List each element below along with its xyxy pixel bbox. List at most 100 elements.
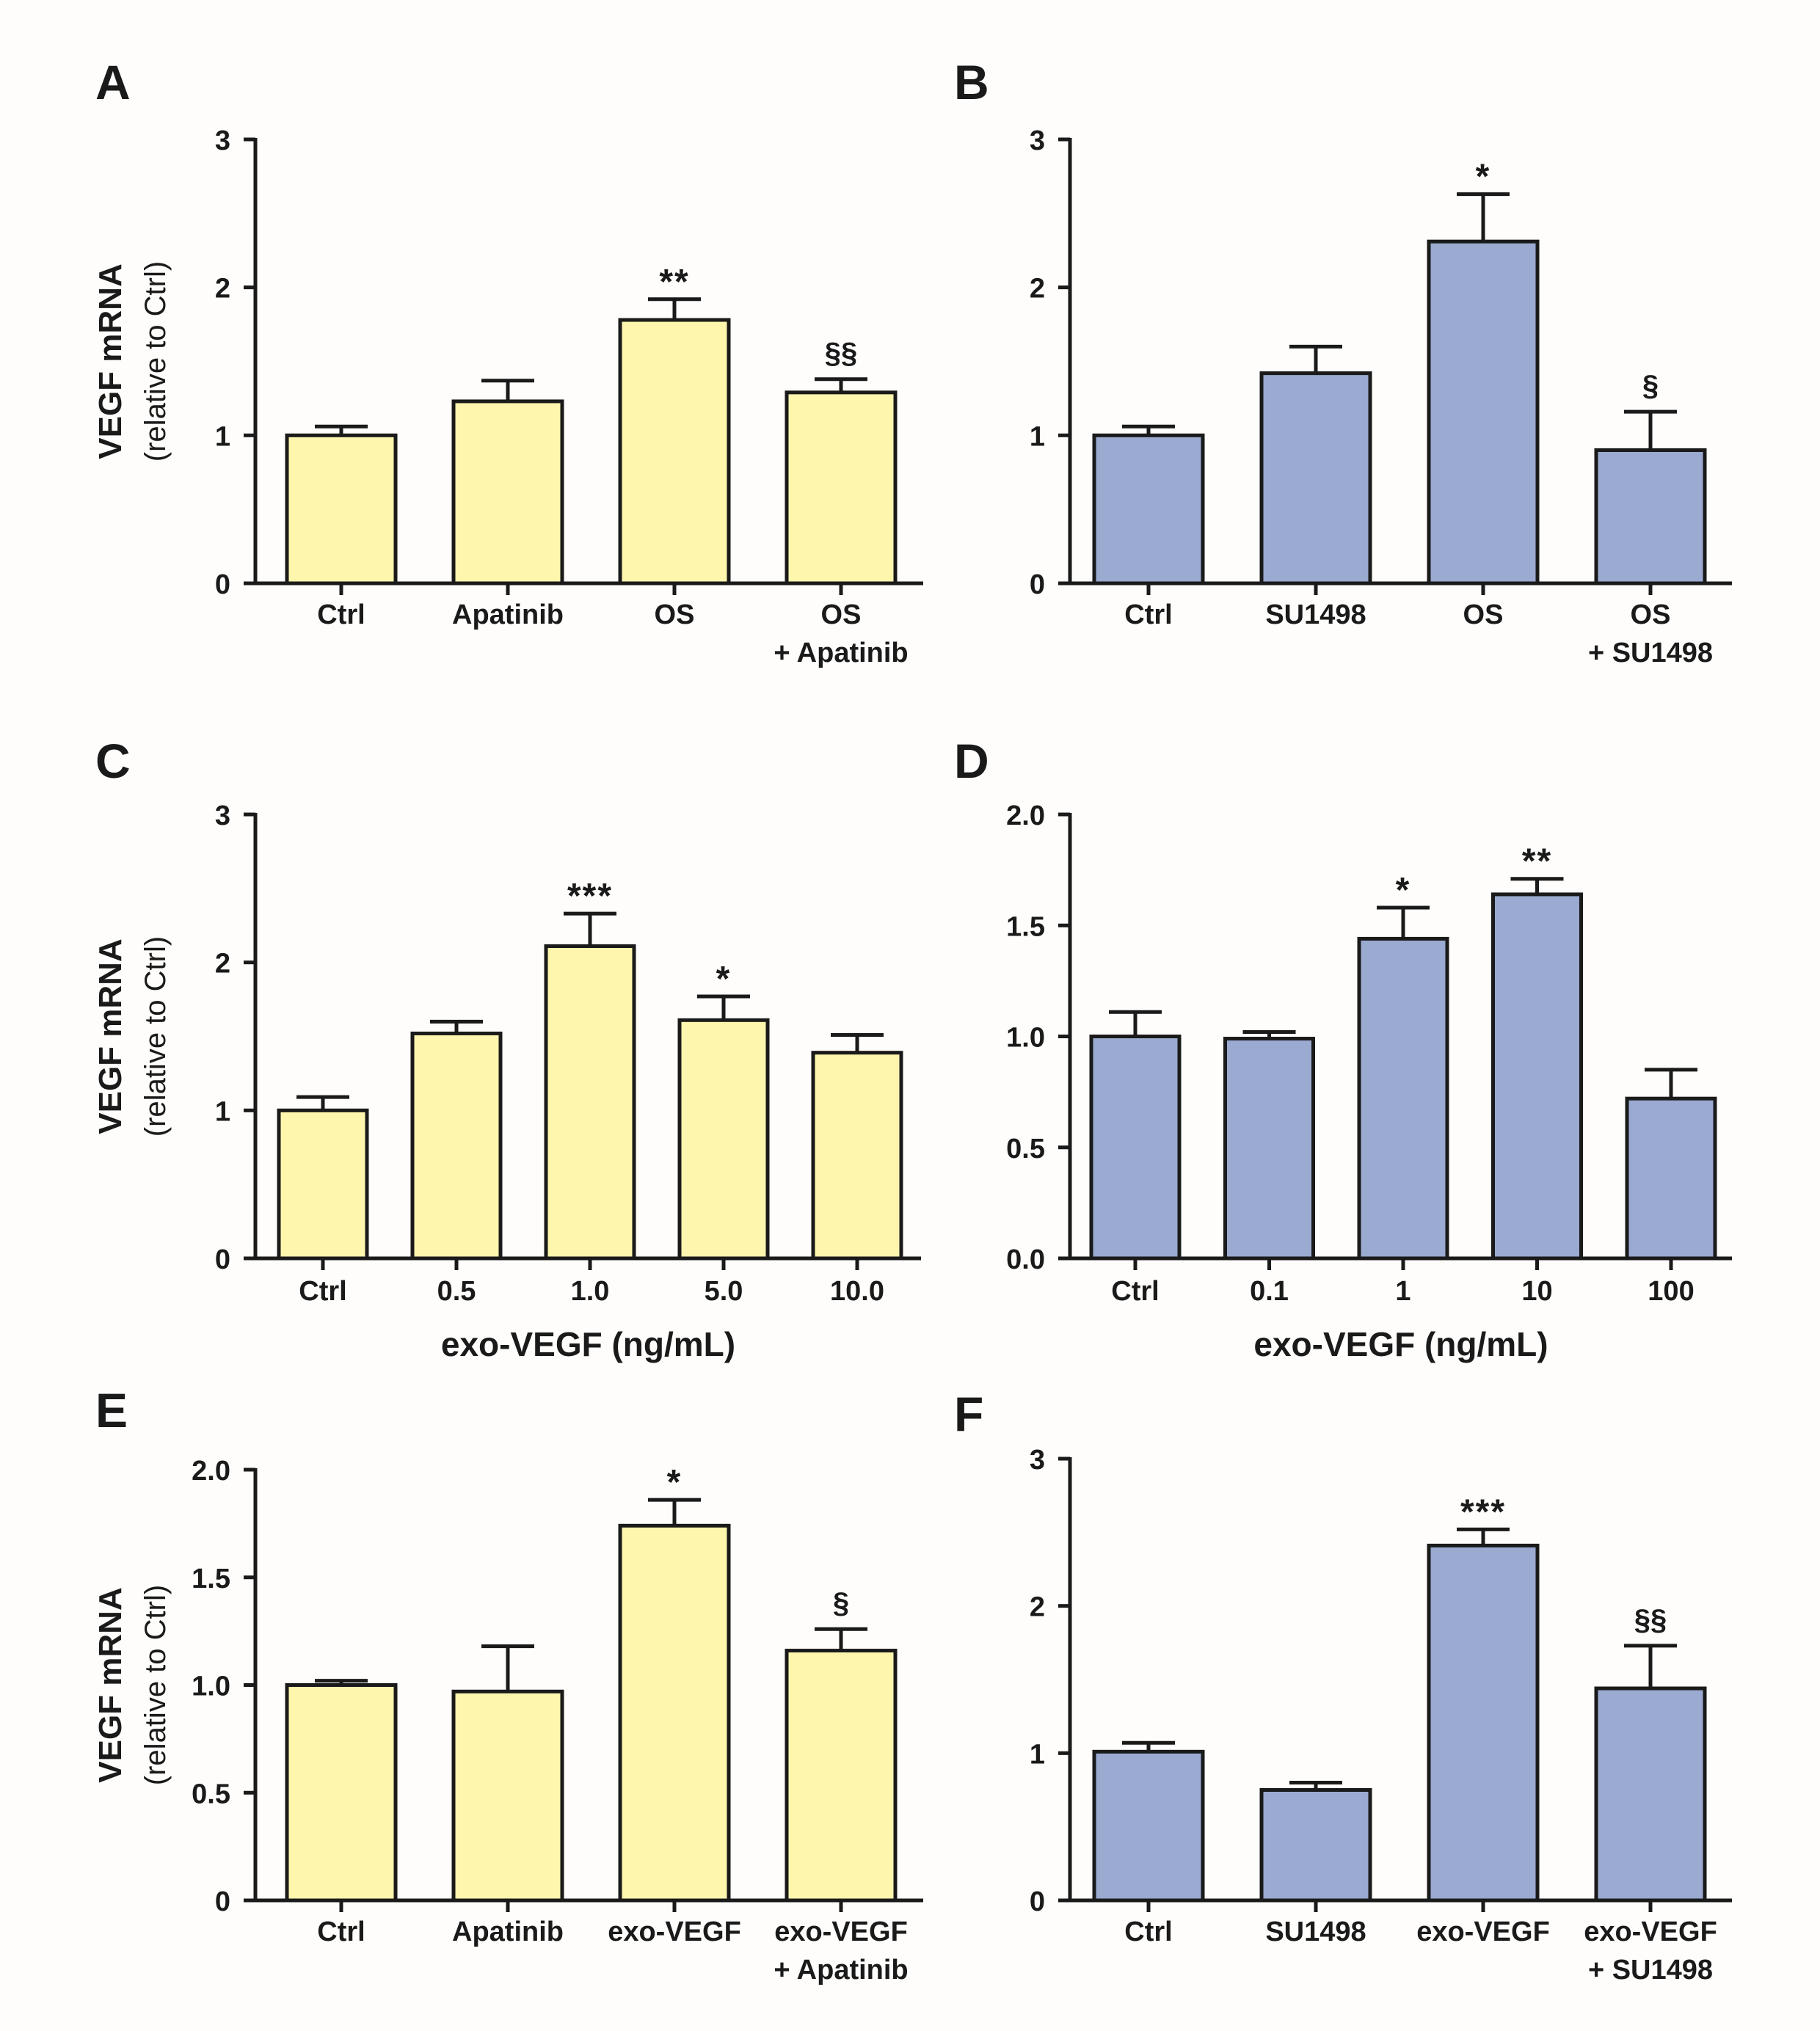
category-label: 0.1 (1250, 1276, 1289, 1307)
y-tick-label: 3 (1030, 1445, 1045, 1476)
y-tick-label: 1.5 (192, 1564, 230, 1594)
panel-a: A VEGF mRNA (relative to Ctrl) 0 1 2 3 Ctrl Apat… (92, 55, 923, 668)
bar (1092, 1749, 1205, 1903)
y-axis-title-line1: VEGF mRNA (92, 263, 128, 459)
panel-label: F (954, 1387, 983, 1441)
significance-annotation: *** (567, 877, 613, 916)
significance-annotation: * (1396, 871, 1411, 910)
category-label: 0.5 (437, 1276, 476, 1307)
category-label: 100 (1648, 1276, 1694, 1307)
panel-d: D 0.0 0.5 1.0 1.5 2.0 Ctrl 0.1 * 1 ** 10 100 exo-VEGF… (954, 734, 1732, 1363)
significance-annotation: * (716, 960, 732, 999)
bar (285, 1683, 398, 1903)
category-label: exo-VEGF (774, 1917, 908, 1947)
panel-e: E VEGF mRNA (relative to Ctrl) 0 0.5 1.0 1.5 2.… (92, 1383, 923, 1986)
panel-c: C VEGF mRNA (relative to Ctrl) 0 1 2 3 Ctrl 0.5 *… (92, 734, 921, 1363)
bar (618, 1523, 731, 1903)
category-label: SU1498 (1265, 599, 1366, 630)
bar (1092, 433, 1205, 586)
y-tick-label: 2 (1030, 1592, 1045, 1623)
y-tick-label: 0 (215, 1244, 230, 1275)
bar (285, 433, 398, 586)
y-tick-label: 1.0 (192, 1671, 230, 1702)
x-axis-title: exo-VEGF (ng/mL) (1253, 1325, 1548, 1363)
y-tick-label: 1 (215, 421, 230, 452)
category-label: 1 (1395, 1276, 1410, 1307)
category-label: Ctrl (317, 1917, 365, 1947)
bar (618, 318, 731, 586)
category-label: exo-VEGF (1584, 1917, 1717, 1947)
y-tick-label: 0.0 (1006, 1244, 1045, 1275)
y-tick-label: 1.0 (1006, 1023, 1045, 1054)
category-label: + SU1498 (1588, 638, 1713, 668)
bar (1089, 1035, 1182, 1261)
bar (785, 1649, 898, 1903)
category-label: OS (655, 599, 695, 630)
category-label: + SU1498 (1588, 1955, 1713, 1986)
y-tick-label: 2.0 (1006, 801, 1045, 831)
bar (410, 1031, 503, 1261)
category-label: + Apatinib (774, 1955, 908, 1986)
bar (1259, 371, 1372, 586)
y-tick-label: 0 (215, 1886, 230, 1917)
bar (277, 1108, 369, 1261)
category-label: Ctrl (1111, 1276, 1159, 1307)
panel-label: D (954, 734, 989, 788)
significance-annotation: *** (1460, 1492, 1506, 1531)
y-axis-title-line1: VEGF mRNA (92, 938, 128, 1134)
category-label: OS (1463, 599, 1504, 630)
panel-f: F 0 1 2 3 Ctrl SU1498 *** exo-VEGF §§ exo-VEGF + SU… (954, 1387, 1732, 1986)
category-label: 10 (1521, 1276, 1552, 1307)
significance-annotation: § (1642, 370, 1659, 402)
panel-label: E (95, 1383, 128, 1437)
bar (811, 1051, 903, 1261)
x-axis-title: exo-VEGF (ng/mL) (441, 1325, 735, 1363)
category-label: exo-VEGF (608, 1917, 741, 1947)
significance-annotation: * (667, 1463, 682, 1502)
category-label: 5.0 (705, 1276, 743, 1307)
category-label: Apatinib (452, 599, 564, 630)
category-label: Ctrl (1124, 599, 1172, 630)
panel-label: A (95, 55, 131, 109)
y-tick-label: 3 (215, 125, 230, 156)
bar (785, 390, 898, 586)
y-tick-label: 3 (215, 801, 230, 831)
category-label: 10.0 (830, 1276, 884, 1307)
y-tick-label: 0 (215, 569, 230, 600)
y-axis-title-line2: (relative to Ctrl) (139, 1585, 172, 1785)
y-axis-title-line2: (relative to Ctrl) (139, 936, 172, 1137)
category-label: Ctrl (1124, 1917, 1172, 1947)
y-tick-label: 1 (1030, 421, 1045, 452)
bar (1594, 448, 1707, 586)
bar (1427, 239, 1540, 586)
y-tick-label: 2 (215, 949, 230, 980)
y-tick-label: 2 (1030, 274, 1045, 305)
y-tick-label: 2 (215, 274, 230, 305)
y-tick-label: 0.5 (1006, 1134, 1045, 1164)
bar (1594, 1686, 1707, 1903)
bar (1491, 892, 1583, 1261)
bar (544, 944, 636, 1261)
y-axis-title-line2: (relative to Ctrl) (139, 261, 172, 462)
y-tick-label: 0.5 (192, 1779, 230, 1809)
category-label: Apatinib (452, 1917, 564, 1947)
panel-label: C (95, 734, 131, 788)
significance-annotation: §§ (1634, 1604, 1667, 1636)
category-label: OS (1631, 599, 1671, 630)
bar (1357, 936, 1449, 1261)
y-tick-label: 0 (1030, 1886, 1045, 1917)
y-axis-title-line1: VEGF mRNA (92, 1587, 128, 1782)
category-label: SU1498 (1265, 1917, 1366, 1947)
bar (1259, 1788, 1372, 1903)
y-tick-label: 1 (215, 1096, 230, 1127)
category-label: Ctrl (299, 1276, 346, 1307)
significance-annotation: ** (1522, 842, 1552, 881)
panel-label: B (954, 55, 989, 109)
y-tick-label: 2.0 (192, 1456, 230, 1487)
category-label: 1.0 (571, 1276, 610, 1307)
bar (1223, 1037, 1315, 1261)
bar (677, 1018, 770, 1261)
bar (451, 399, 564, 586)
y-tick-label: 3 (1030, 125, 1045, 156)
